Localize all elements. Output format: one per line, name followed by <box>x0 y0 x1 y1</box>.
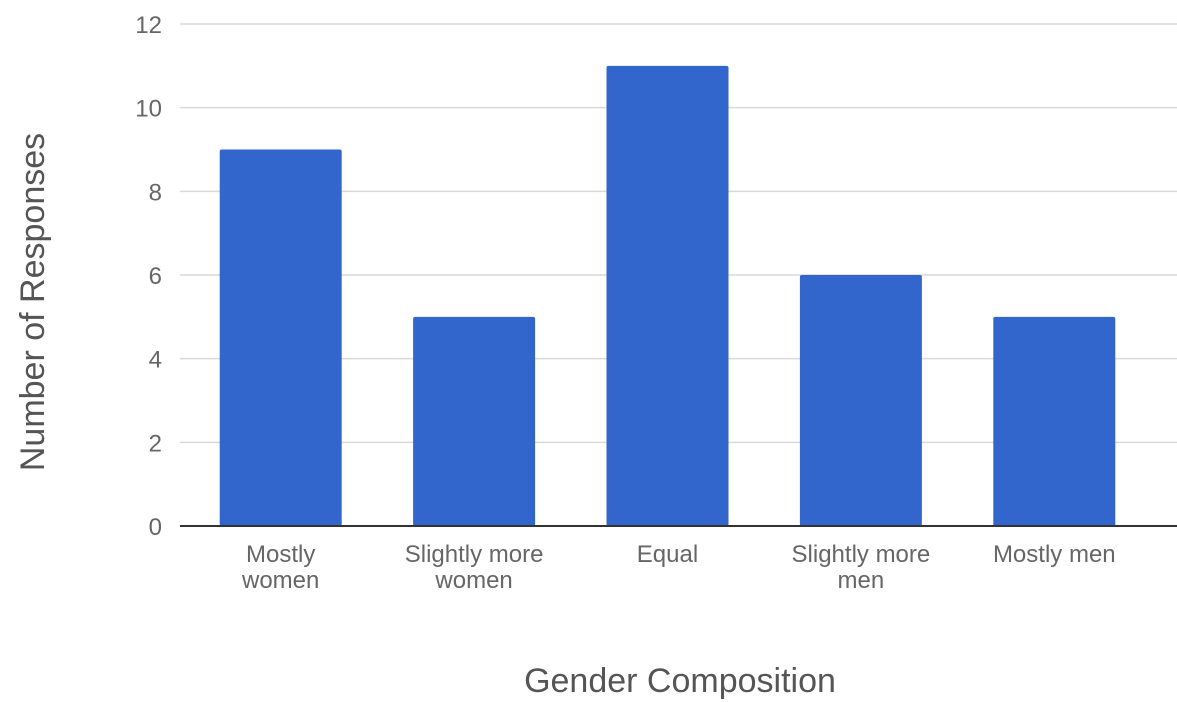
x-category-label-line: men <box>838 567 885 594</box>
x-category-label-4: Mostly men <box>993 541 1116 568</box>
y-tick-label-8: 8 <box>149 179 162 206</box>
y-axis-title: Number of Responses <box>14 133 52 471</box>
bar-0 <box>219 149 342 526</box>
x-category-label-2: Equal <box>637 541 698 568</box>
y-tick-labels: 0 2 4 6 8 10 12 <box>135 12 162 541</box>
bar-3 <box>799 275 922 526</box>
y-tick-label-0: 0 <box>149 514 162 541</box>
x-category-label-line: Equal <box>637 541 698 568</box>
bar-2 <box>606 65 729 526</box>
bars <box>219 65 1116 526</box>
bar-1 <box>413 316 536 526</box>
bar-4 <box>993 316 1116 526</box>
y-tick-label-10: 10 <box>135 96 162 123</box>
x-category-label-line: Mostly men <box>993 541 1116 568</box>
x-category-label-0: Mostly women <box>241 541 319 594</box>
x-category-label-3: Slightly more men <box>792 541 931 594</box>
x-category-label-1: Slightly more women <box>405 541 544 594</box>
x-category-label-line: women <box>241 567 319 594</box>
x-category-label-line: women <box>434 567 512 594</box>
x-axis-title: Gender Composition <box>524 662 836 700</box>
x-category-label-line: Slightly more <box>792 541 931 568</box>
y-tick-label-6: 6 <box>149 263 162 290</box>
y-tick-label-2: 2 <box>149 430 162 457</box>
x-category-label-line: Slightly more <box>405 541 544 568</box>
y-tick-label-4: 4 <box>149 347 162 374</box>
x-category-label-line: Mostly <box>246 541 315 568</box>
y-tick-label-12: 12 <box>135 12 162 39</box>
